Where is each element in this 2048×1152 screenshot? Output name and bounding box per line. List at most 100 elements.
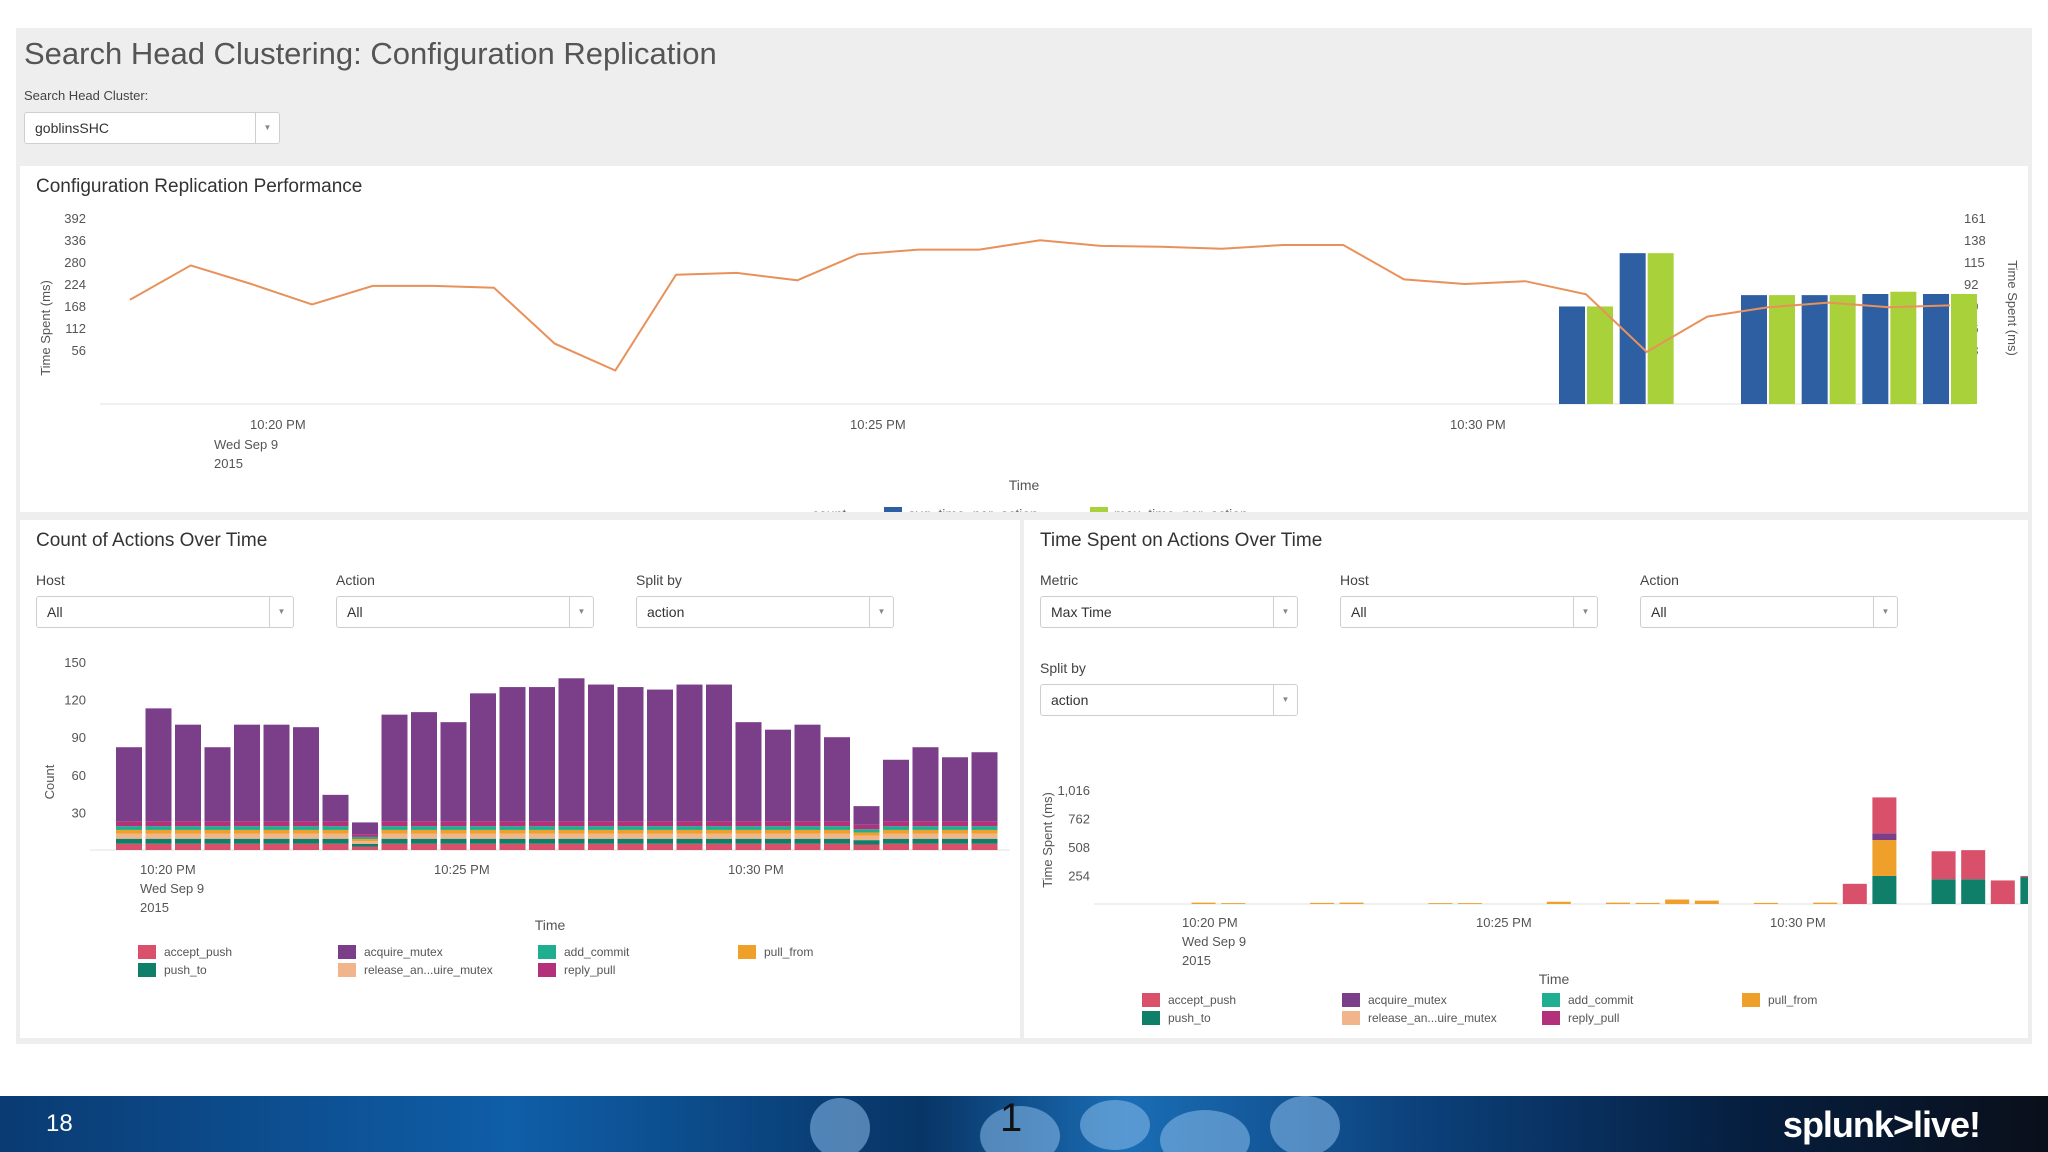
stacked-bar-segment [617,843,644,850]
stacked-bar-segment [116,829,142,834]
chevron-down-icon[interactable]: ▼ [869,597,893,627]
y-tick-label: 60 [72,768,86,783]
split-dropdown[interactable]: action ▼ [636,596,894,628]
stacked-bar-segment [617,821,644,827]
stacked-bar-segment [617,829,644,834]
chevron-down-icon[interactable]: ▼ [1273,597,1297,627]
x-tick-label: 10:25 PM [434,862,490,877]
stacked-bar-segment [912,826,939,830]
stacked-bar-segment [676,684,703,822]
metric-dropdown[interactable]: Max Time ▼ [1040,596,1298,628]
stacked-bar-segment [558,843,585,850]
x-axis-label: Time [535,917,566,933]
stacked-bar-segment [411,829,437,834]
stacked-bar-segment [735,833,762,839]
chevron-down-icon[interactable]: ▼ [1573,597,1597,627]
stacked-bar-segment [942,757,968,822]
count-chart: 150 120 90 60 30 Count 10:20 PM 10:25 PM 10:30 P… [42,655,1010,977]
y-axis-label-right: Time Spent (ms) [2005,260,2020,356]
legend-label: release_an...uire_mutex [1368,1011,1497,1025]
stacked-bar-segment [204,833,231,839]
stacked-bar-segment [1813,902,1838,904]
stacked-bar-segment [883,829,909,834]
legend-swatch [338,963,356,977]
time-chart: 1,016 762 508 254 Time Spent (ms) 10:20 PM 10:… [1040,783,2028,1025]
y-tick-label: 30 [72,805,86,820]
chevron-down-icon[interactable]: ▼ [1273,685,1297,715]
y-tick-label: 508 [1068,840,1090,855]
stacked-bar-segment [1694,900,1719,904]
y-tick-label: 150 [64,655,86,670]
decor-orb [1080,1100,1150,1150]
action-dropdown[interactable]: All ▼ [1640,596,1898,628]
stacked-bar-segment [1872,840,1897,876]
chevron-down-icon[interactable]: ▼ [255,113,279,143]
stacked-bar-segment [2020,877,2028,904]
stacked-bar-segment [352,841,378,844]
stacked-bar-segment [883,759,909,822]
stacked-bar-segment [971,843,998,850]
stacked-bar-segment [352,836,378,839]
stacked-bar-segment [706,838,732,844]
legend-label: add_commit [1568,993,1634,1007]
stacked-bar-segment [175,826,201,830]
legend-label: accept_push [164,945,232,959]
cluster-dropdown[interactable]: goblinsSHC ▼ [24,112,280,144]
stacked-bar-segment [499,838,526,844]
stacked-bar-segment [647,821,673,827]
stacked-bar-segment [1635,902,1660,904]
host-dropdown[interactable]: All ▼ [36,596,294,628]
stacked-bar-segment [293,838,319,844]
stacked-bar-segment [352,838,378,842]
stacked-bar-segment [470,833,496,839]
stacked-bar-segment [706,684,732,822]
perf-chart: 3923362802241681125616113811592694623Tim… [38,211,2020,512]
action-dropdown[interactable]: All ▼ [336,596,594,628]
stacked-bar-segment [883,843,909,850]
stacked-bar-segment [824,843,850,850]
stacked-bar-segment [411,712,437,822]
stacked-bar-segment [1842,883,1867,904]
splunk-live-logo: splunk>live! [1782,1104,1981,1145]
x-tick-label: 10:20 PM [250,417,306,432]
host-dropdown[interactable]: All ▼ [1340,596,1598,628]
stacked-bar-segment [499,821,526,827]
stacked-bar-segment [1931,879,1956,904]
chevron-down-icon[interactable]: ▼ [1873,597,1897,627]
chevron-down-icon[interactable]: ▼ [569,597,593,627]
y-tick-label: 120 [64,693,86,708]
stacked-bar-segment [765,821,791,827]
legend-swatch [138,963,156,977]
x-tick-sublabel: 2015 [1182,953,1211,968]
host-value: All [47,604,63,620]
chevron-down-icon[interactable]: ▼ [269,597,293,627]
stacked-bar-segment [322,794,349,822]
stacked-bar-segment [971,838,998,844]
stacked-bar-segment [1872,833,1897,841]
action-label: Action [1640,572,1679,588]
stacked-bar-segment [529,687,555,822]
stacked-bar-segment [1872,797,1897,834]
stacked-bar-segment [175,829,201,834]
stacked-bar-segment [706,821,732,827]
stacked-bar-segment [971,821,998,827]
time-panel: Time Spent on Actions Over Time Metric M… [1024,520,2028,1038]
stacked-bar-segment [647,838,673,844]
stacked-bar-segment [765,838,791,844]
stacked-bar-segment [204,829,231,834]
split-dropdown[interactable]: action ▼ [1040,684,1298,716]
x-tick-label: 10:20 PM [1182,915,1238,930]
stacked-bar-segment [322,829,349,834]
y-tick-label-right: 161 [1964,211,1986,226]
legend-swatch [738,945,756,959]
stacked-bar-segment [529,821,555,827]
y-tick-label: 762 [1068,812,1090,827]
stacked-bar-segment [116,826,142,830]
stacked-bar-segment [411,833,437,839]
center-number: 1 [1000,1096,1023,1140]
stacked-bar-segment [293,821,319,827]
stacked-bar-segment [647,833,673,839]
legend-label: pull_from [764,945,813,959]
stacked-bar-segment [706,826,732,830]
stacked-bar-segment [352,822,378,835]
